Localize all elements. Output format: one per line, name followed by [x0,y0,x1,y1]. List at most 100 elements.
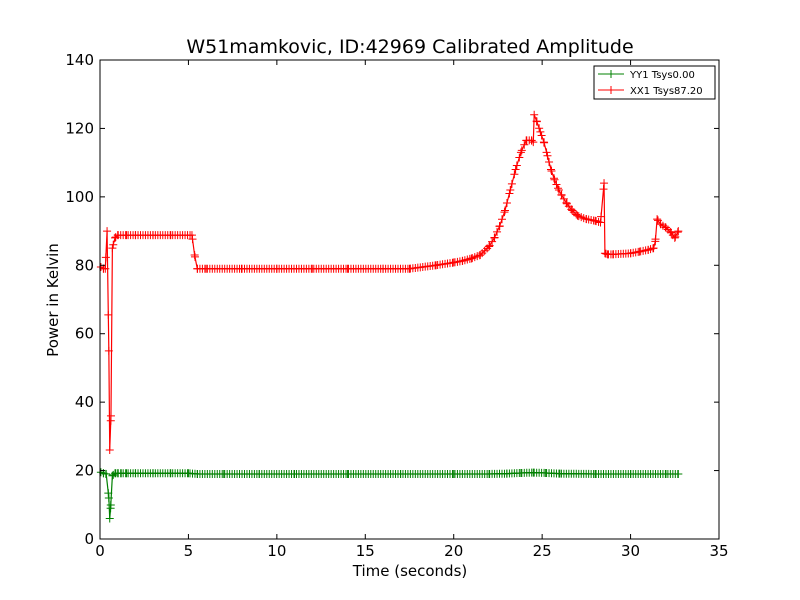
data-point-marker [543,151,552,160]
series-xx1 [96,110,683,455]
ticks-layer: 0 5 10 15 20 25 30 35 0 20 40 60 80 100 120 140 [65,51,728,560]
data-point-marker [600,179,609,188]
legend: YY1 Tsys0.00 XX1 Tsys87.20 [593,65,716,100]
data-point-marker [649,244,658,253]
data-point-marker [501,206,509,215]
data-point-marker [520,140,529,149]
data-point-marker [108,244,117,253]
series-layer [96,110,683,523]
data-point-marker [537,131,546,140]
data-point-marker [540,138,549,147]
data-point-marker [187,231,196,240]
data-point-marker [545,157,554,166]
data-point-marker [597,212,606,221]
chart-title: W51mamkovic, ID:42969 Calibrated Amplitu… [186,36,633,58]
data-point-marker [490,233,499,242]
data-point-marker [516,148,525,157]
data-point-marker [671,232,680,241]
x-tick-label: 5 [184,542,194,560]
y-tick-label: 80 [75,256,94,274]
data-point-marker [505,189,514,198]
data-point-marker [498,215,506,224]
data-point-marker [101,264,110,273]
x-tick-label: 30 [621,542,640,560]
y-tick-label: 140 [65,51,94,69]
data-point-marker [500,208,509,217]
data-point-marker [103,227,112,236]
y-tick-label: 120 [65,119,94,137]
data-point-marker [599,185,608,194]
data-point-marker [515,153,524,162]
data-point-marker [106,500,115,509]
y-tick-label: 0 [84,530,94,548]
data-point-marker [596,218,605,227]
data-point-marker [105,446,114,455]
data-point-marker [102,469,111,478]
data-point-marker [554,184,563,193]
x-tick-label: 20 [444,542,463,560]
data-point-marker [529,138,538,147]
y-tick-label: 40 [75,393,94,411]
data-point-marker [554,186,563,195]
data-point-marker [517,146,526,155]
data-point-marker [485,242,494,251]
data-point-marker [104,489,113,498]
data-point-marker [549,174,558,183]
legend-label-yy1: YY1 Tsys0.00 [629,70,695,81]
data-point-marker [104,346,113,355]
data-point-marker [476,251,485,260]
x-tick-label: 35 [709,542,728,560]
y-axis-label: Power in Kelvin [44,243,62,357]
y-tick-label: 100 [65,188,94,206]
data-point-marker [674,469,683,478]
data-point-marker [104,310,113,319]
data-point-marker [552,180,561,189]
data-point-marker [550,175,559,184]
data-point-marker [512,161,521,170]
x-axis-label: Time (seconds) [352,562,468,580]
legend-marker-yy1 [607,70,615,78]
y-tick-label: 20 [75,462,94,480]
data-point-marker [495,221,504,230]
x-tick-label: 10 [267,542,286,560]
data-point-marker [674,227,683,236]
y-tick-label: 60 [75,325,94,343]
data-point-marker [532,117,541,126]
data-point-marker [101,253,110,262]
data-point-marker [527,136,536,145]
data-point-marker [546,165,555,174]
data-point-marker [104,493,113,502]
data-point-marker [661,223,670,232]
legend-marker-xx1 [607,86,615,94]
data-point-marker [568,206,577,215]
x-tick-label: 25 [533,542,552,560]
data-point-marker [535,124,544,133]
data-point-marker [502,199,511,208]
legend-box [593,65,716,100]
data-point-marker [594,217,603,226]
legend-label-xx1: XX1 Tsys87.20 [630,86,703,97]
data-point-marker [547,167,556,176]
plot-frame [99,59,720,540]
x-tick-label: 15 [356,542,375,560]
x-tick-label: 0 [95,542,105,560]
data-point-marker [536,127,545,136]
data-point-marker [109,240,118,249]
data-point-marker [188,235,197,244]
data-point-marker [510,170,519,179]
data-point-marker [511,165,520,174]
data-point-marker [105,514,114,523]
series-yy1 [96,468,683,523]
data-point-marker [493,227,502,236]
data-point-marker [670,233,679,242]
data-point-marker [106,411,115,420]
data-point-marker [653,215,662,224]
data-point-marker [542,148,551,157]
data-point-marker [190,252,199,261]
data-point-marker [507,179,516,188]
plot-area [100,60,719,539]
data-point-marker [673,228,682,237]
data-point-marker [651,235,660,244]
data-point-marker [506,186,515,195]
